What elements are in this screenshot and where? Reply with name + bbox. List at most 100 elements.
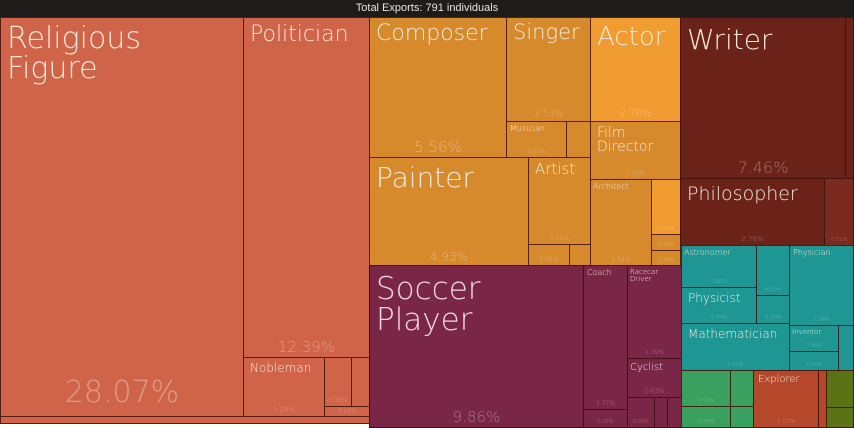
cell-small[interactable]: 0.13% [651, 234, 681, 251]
cell-small[interactable] [838, 325, 854, 371]
cell-label: Mathematician [688, 327, 778, 341]
cell-label: Film Director [597, 125, 654, 155]
cell-small[interactable] [826, 407, 854, 428]
cell-label: Politician [250, 22, 349, 47]
cell-percent: 0.13% [658, 257, 674, 263]
cell-coach[interactable]: Coach 1.77% [583, 265, 628, 410]
cell-percent: 0.51% [658, 226, 674, 232]
cell-artist[interactable]: Artist 1.52% [528, 157, 591, 245]
cell-percent: 0.25% [765, 315, 781, 321]
cell-label: Soccer Player [376, 271, 481, 338]
cell-painter[interactable]: Painter 4.93% [369, 157, 529, 266]
cell-singer[interactable]: Singer 2.53% [506, 17, 591, 122]
cell-label: Actor [597, 22, 666, 52]
cell-small[interactable]: 0.51% [824, 178, 854, 246]
cell-small[interactable] [845, 17, 854, 179]
cell-writer[interactable]: Writer 7.46% [680, 17, 846, 179]
cell-percent: 4.93% [429, 250, 469, 264]
cell-label: Cyclist [630, 362, 664, 373]
cell-astronomer[interactable]: Astronomer 0.88% [681, 245, 757, 288]
cell-philosopher[interactable]: Philosopher 2.78% [680, 178, 825, 246]
cell-religious-figure[interactable]: Religious Figure 28.07% [0, 17, 244, 417]
cell-small[interactable]: 0.25% [528, 244, 570, 266]
cell-percent: 0.63% [526, 148, 547, 155]
cell-percent: 2.78% [741, 235, 764, 243]
cell-small[interactable]: 0.51% [681, 370, 731, 407]
cell-small[interactable]: 0.25% [627, 397, 655, 428]
cell-percent: 1.52% [549, 235, 570, 242]
cell-small[interactable]: 0.13% [651, 250, 681, 266]
cell-racecar-driver[interactable]: Racecar Driver 1.39% [627, 265, 682, 359]
cell-percent: 1.01% [776, 418, 796, 425]
cell-small[interactable] [667, 397, 682, 428]
cell-architect[interactable]: Architect 1.52% [590, 179, 652, 266]
cell-percent: 0.25% [806, 362, 822, 368]
cell-percent: 0.38% [328, 397, 348, 404]
cell-percent: 0.76% [711, 315, 727, 321]
cell-label: Physician [793, 248, 831, 257]
cell-label: Painter [376, 161, 475, 194]
cell-label: Religious Figure [7, 21, 141, 86]
cell-small[interactable] [351, 357, 370, 407]
cell-percent: 0.25% [539, 256, 559, 263]
cell-musician[interactable]: Musician 0.63% [506, 121, 567, 158]
cell-percent: 2.78% [619, 108, 652, 119]
cell-explorer[interactable]: Explorer 1.01% [753, 370, 819, 428]
cell-percent: 0.13% [337, 408, 357, 415]
cell-label: Inventor [792, 328, 822, 336]
cell-physician[interactable]: Physician 1.39% [789, 245, 854, 326]
cell-small[interactable]: 0.25% [756, 295, 790, 324]
cell-small[interactable]: 0.51% [651, 179, 681, 235]
cell-percent: 1.39% [813, 317, 830, 323]
cell-small[interactable] [654, 397, 668, 428]
cell-label: Philosopher [687, 183, 798, 205]
cell-label: Architect [593, 182, 629, 191]
cell-percent: 0.51% [831, 237, 847, 243]
cell-label: Musician [510, 124, 545, 133]
cell-label: Explorer [758, 374, 800, 385]
cell-composer[interactable]: Composer 5.56% [369, 17, 507, 158]
cell-percent: 12.39% [277, 338, 336, 356]
cell-small[interactable] [566, 121, 591, 158]
cell-politician[interactable]: Politician 12.39% [243, 17, 370, 358]
cell-cyclist[interactable]: Cyclist 0.63% [627, 358, 682, 398]
cell-small[interactable]: 0.38% [324, 357, 352, 407]
treemap: Religious Figure 28.07% Politician 12.39… [0, 17, 854, 428]
cell-percent: 0.88% [711, 279, 727, 285]
cell-percent: 1.52% [727, 362, 744, 368]
cell-small[interactable]: 0.25% [583, 409, 628, 428]
cell-percent: 0.38% [806, 343, 822, 349]
cell-percent: 0.51% [698, 398, 714, 404]
cell-physicist[interactable]: Physicist 0.76% [681, 287, 757, 324]
cell-label: Racecar Driver [630, 268, 659, 283]
chart-title: Total Exports: 791 individuals [0, 0, 854, 17]
cell-percent: 1.77% [595, 400, 616, 407]
cell-percent: 0.63% [644, 388, 665, 395]
cell-small[interactable]: 0.25% [789, 351, 839, 371]
cell-small[interactable] [0, 416, 370, 424]
cell-percent: 1.52% [625, 170, 646, 177]
cell-label: Singer [513, 20, 580, 44]
cell-film-director[interactable]: Film Director 1.52% [590, 121, 681, 180]
cell-percent: 1.29% [272, 406, 296, 414]
cell-soccer-player[interactable]: Soccer Player 9.86% [369, 265, 584, 428]
cell-percent: 5.56% [414, 138, 462, 156]
cell-small[interactable]: 0.51% [756, 245, 790, 296]
cell-small[interactable] [826, 370, 854, 408]
cell-mathematician[interactable]: Mathematician 1.52% [681, 323, 790, 371]
cell-percent: 2.53% [534, 109, 563, 119]
cell-inventor[interactable]: Inventor 0.38% [789, 325, 839, 352]
cell-label: Physicist [688, 291, 741, 305]
cell-small[interactable] [730, 406, 754, 428]
cell-actor[interactable]: Actor 2.78% [590, 17, 681, 122]
cell-label: Nobleman [250, 361, 312, 375]
cell-percent: 0.13% [658, 242, 674, 248]
cell-nobleman[interactable]: Nobleman 1.29% [243, 357, 325, 417]
cell-percent: 9.86% [452, 408, 501, 426]
cell-percent: 1.52% [611, 256, 631, 263]
cell-label: Composer [376, 21, 488, 46]
cell-small[interactable] [730, 370, 754, 407]
cell-label: Writer [687, 23, 773, 56]
cell-small[interactable]: 0.25% [681, 406, 731, 428]
cell-small[interactable] [569, 244, 591, 266]
